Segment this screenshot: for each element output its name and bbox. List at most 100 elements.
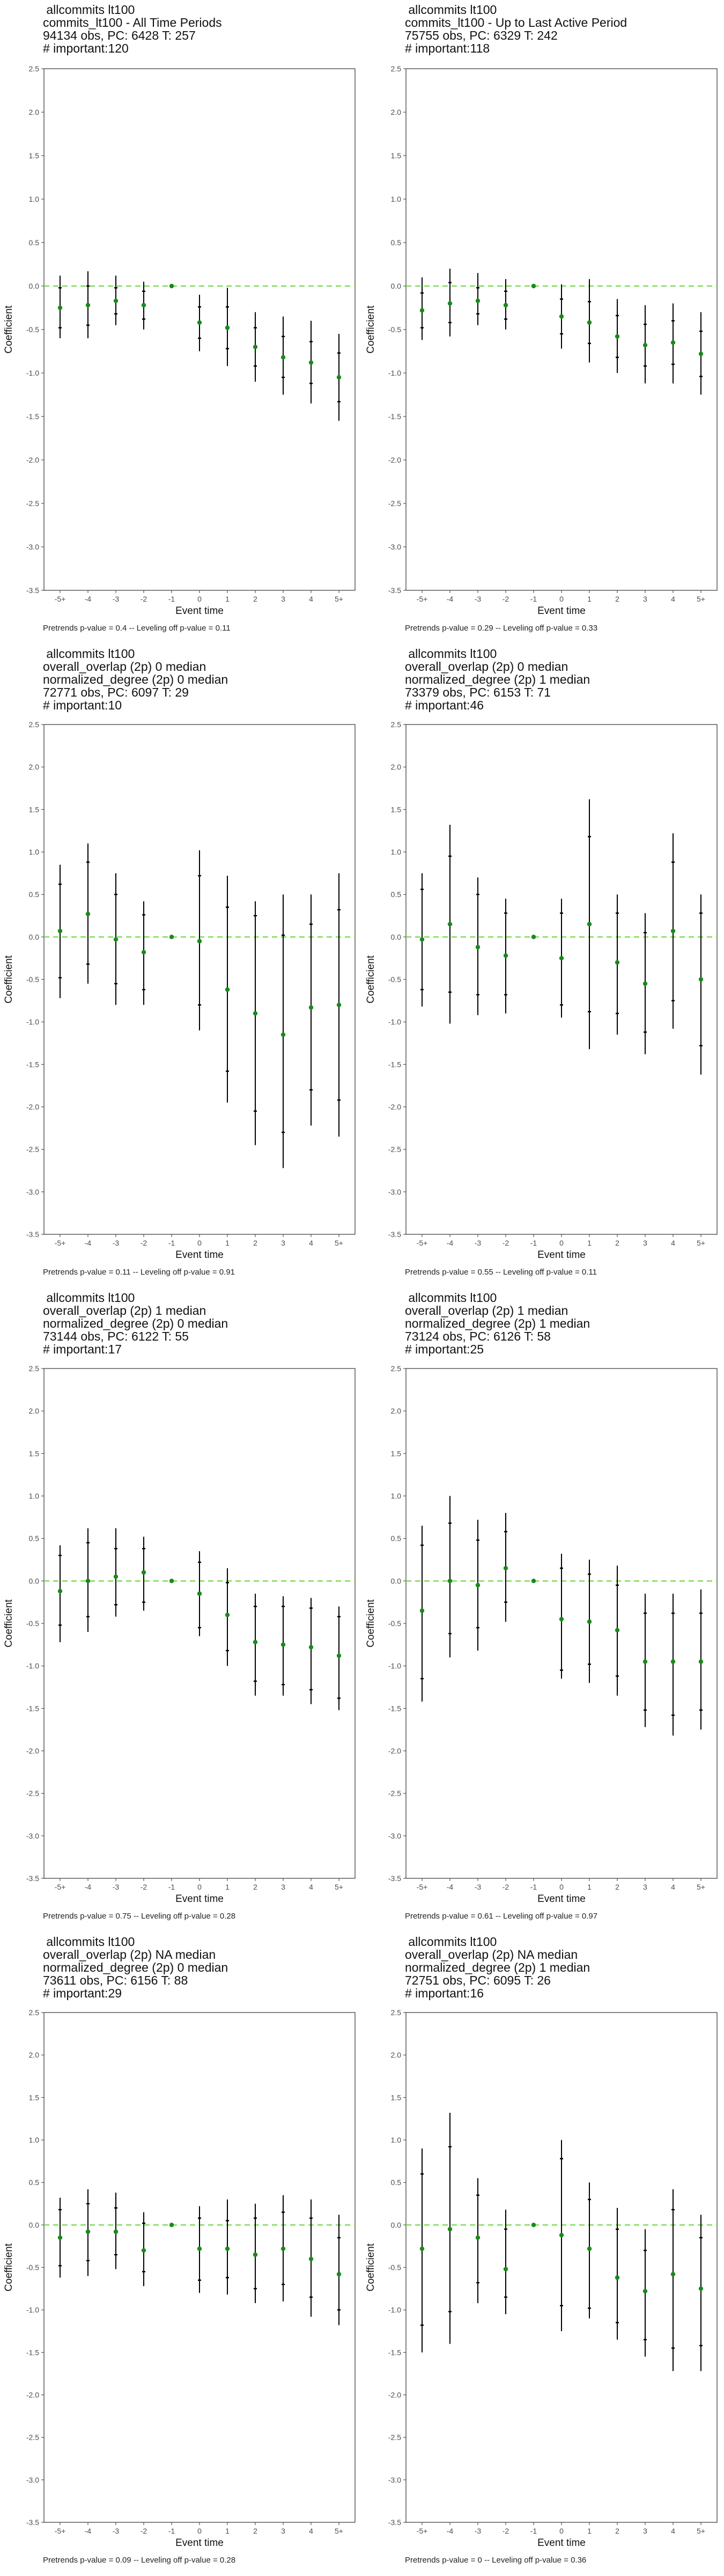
x-axis-label: Event time	[537, 605, 586, 617]
x-tick-label: 1	[225, 1239, 230, 1247]
coefficient-point	[169, 283, 174, 289]
x-tick-label: 1	[225, 2527, 230, 2535]
y-tick-label: -2.0	[388, 1103, 401, 1111]
coefficient-point	[531, 934, 536, 940]
x-tick-label: -1	[168, 1239, 175, 1247]
x-tick-label: -5+	[55, 1883, 66, 1891]
panel-title-line: normalized_degree (2p) 1 median	[405, 1960, 590, 1974]
y-tick-label: -3.5	[26, 1874, 39, 1883]
x-tick-label: -3	[475, 2527, 482, 2535]
x-tick-label: -2	[503, 2527, 509, 2535]
x-tick-label: 3	[281, 1883, 285, 1891]
y-tick-label: 1.5	[29, 151, 40, 160]
coefficient-point	[615, 334, 620, 339]
x-tick-label: -2	[503, 595, 509, 603]
coefficient-point	[642, 1659, 648, 1664]
coefficient-point	[336, 1653, 342, 1658]
panel-title-line: allcommits lt100	[405, 1935, 497, 1949]
coefficient-point	[57, 1589, 63, 1594]
x-tick-label: -1	[530, 1883, 537, 1891]
x-tick-label: 1	[587, 1883, 592, 1891]
y-tick-label: 0.0	[29, 282, 40, 290]
coefficient-plot: -3.5 -3.0 -2.5 -2.0 -1.5 -1.0 -0.5 0.0 0.5 1.0 1.5…	[3, 1364, 356, 1905]
y-tick-label: -2.5	[26, 499, 39, 508]
coefficient-point	[670, 2272, 676, 2277]
coefficient-point	[670, 340, 676, 345]
x-tick-label: -5+	[55, 1239, 66, 1247]
coefficient-point	[85, 2229, 91, 2234]
x-axis-label: Event time	[537, 1249, 586, 1261]
coefficient-point	[169, 2222, 174, 2228]
x-tick-label: -1	[168, 2527, 175, 2535]
panel-title-line: overall_overlap (2p) 0 median	[43, 660, 206, 674]
coefficient-point	[280, 2246, 286, 2251]
x-tick-label: 0	[197, 1239, 202, 1247]
x-tick-label: 2	[253, 1239, 257, 1247]
y-tick-label: -0.5	[388, 2263, 401, 2272]
y-tick-label: 0.5	[391, 238, 402, 247]
x-tick-label: -3	[113, 1239, 120, 1247]
panel-title: allcommits lt100 commits_lt100 - All Time…	[43, 3, 222, 55]
x-tick-label: -4	[447, 1883, 454, 1891]
panel-title-line: normalized_degree (2p) 0 median	[43, 672, 228, 686]
y-tick-label: 1.0	[391, 1492, 402, 1501]
x-tick-label: 1	[587, 1239, 592, 1247]
coefficient-point	[57, 305, 63, 310]
y-tick-label: 2.5	[29, 2008, 40, 2017]
y-tick-label: 1.5	[391, 2093, 402, 2102]
y-tick-label: 0.0	[29, 2221, 40, 2229]
x-tick-label: 5+	[697, 1883, 705, 1891]
x-tick-label: 0	[559, 1883, 564, 1891]
coefficient-point	[197, 1591, 202, 1596]
x-tick-label: 2	[253, 1883, 257, 1891]
coefficient-point	[113, 2229, 119, 2234]
x-tick-label: 0	[559, 595, 564, 603]
panel-title-line: # important:25	[405, 1342, 484, 1356]
x-tick-label: 5+	[335, 1883, 343, 1891]
x-tick-label: -2	[141, 1883, 147, 1891]
y-tick-label: -3.5	[388, 1230, 401, 1239]
y-axis-label: Coefficient	[3, 955, 14, 1004]
coefficient-point	[336, 1002, 342, 1007]
x-tick-label: 5+	[335, 595, 343, 603]
coefficient-point	[308, 1005, 314, 1010]
y-tick-label: 2.5	[391, 1364, 402, 1373]
panel-title-line: # important:16	[405, 1986, 484, 2000]
y-tick-label: -3.0	[26, 1832, 39, 1840]
panel-title-line: allcommits lt100	[405, 3, 497, 17]
coefficient-point	[280, 1032, 286, 1037]
y-tick-label: -0.5	[26, 325, 39, 334]
coefficient-point	[642, 981, 648, 986]
y-tick-label: 1.0	[29, 1492, 40, 1501]
y-tick-label: -1.5	[388, 2348, 401, 2357]
y-tick-label: -1.0	[388, 1662, 401, 1670]
y-tick-label: 1.0	[391, 2136, 402, 2145]
coefficient-plot: -3.5 -3.0 -2.5 -2.0 -1.5 -1.0 -0.5 0.0 0.5 1.0 1.5…	[3, 2008, 356, 2549]
panel-title-line: allcommits lt100	[43, 1291, 135, 1305]
x-tick-label: -5+	[417, 1239, 428, 1247]
panel-title-line: 72771 obs, PC: 6097 T: 29	[43, 685, 189, 699]
coefficient-point	[503, 953, 508, 958]
y-tick-label: -3.0	[388, 1188, 401, 1196]
pvalue-note: Pretrends p-value = 0.55 -- Leveling off…	[405, 1268, 597, 1277]
y-tick-label: -3.0	[388, 2476, 401, 2484]
coefficient-point	[503, 1565, 508, 1571]
chart-panel: allcommits lt100 overall_overlap (2p) 0 m…	[362, 644, 724, 1288]
y-tick-label: -1.0	[388, 1018, 401, 1026]
panel-title-line: commits_lt100 - Up to Last Active Period	[405, 16, 627, 30]
x-axis-label: Event time	[175, 1893, 224, 1905]
panel-title-line: 73124 obs, PC: 6126 T: 58	[405, 1329, 551, 1343]
coefficient-point	[141, 303, 146, 308]
chart-panel: allcommits lt100 overall_overlap (2p) 1 m…	[0, 1288, 362, 1932]
chart-panel: allcommits lt100 overall_overlap (2p) 1 m…	[362, 1288, 724, 1932]
coefficient-point	[615, 2275, 620, 2280]
coefficient-point	[419, 937, 425, 942]
y-axis-label: Coefficient	[3, 1599, 14, 1648]
x-tick-label: -5+	[417, 1883, 428, 1891]
y-tick-label: -3.5	[26, 586, 39, 595]
coefficient-point	[698, 2286, 704, 2291]
y-tick-label: 0.5	[391, 890, 402, 899]
pvalue-note: Pretrends p-value = 0.75 -- Leveling off…	[43, 1912, 236, 1921]
y-tick-label: 2.5	[391, 2008, 402, 2017]
x-tick-label: 3	[643, 2527, 647, 2535]
